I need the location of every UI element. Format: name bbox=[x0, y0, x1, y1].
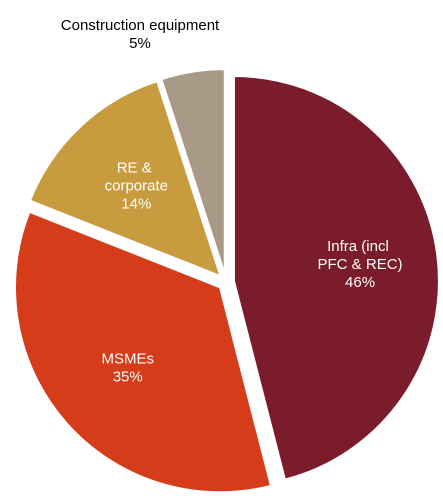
pie-slice bbox=[14, 210, 273, 494]
value-label: 35% bbox=[113, 369, 143, 386]
label-line: Infra (incl bbox=[327, 238, 393, 255]
slice-label: Construction equipment bbox=[61, 17, 220, 34]
label-line: MSMEs bbox=[101, 351, 154, 368]
label-line: corporate bbox=[105, 177, 168, 194]
value-label: 5% bbox=[129, 35, 151, 52]
label-line: RE & bbox=[117, 159, 156, 176]
pie-slice bbox=[28, 79, 223, 278]
value-label: 14% bbox=[121, 195, 151, 212]
value-label: 46% bbox=[345, 274, 375, 291]
slice-label: RE & corporate bbox=[105, 159, 168, 194]
pie-slice bbox=[160, 68, 226, 275]
label-line: PFC & REC) bbox=[318, 256, 403, 273]
slice-label: MSMEs bbox=[101, 351, 154, 368]
slice-label: Infra (incl PFC & REC) bbox=[318, 238, 403, 273]
label-line: Construction equipment bbox=[61, 17, 220, 34]
pie-slice bbox=[232, 74, 440, 481]
